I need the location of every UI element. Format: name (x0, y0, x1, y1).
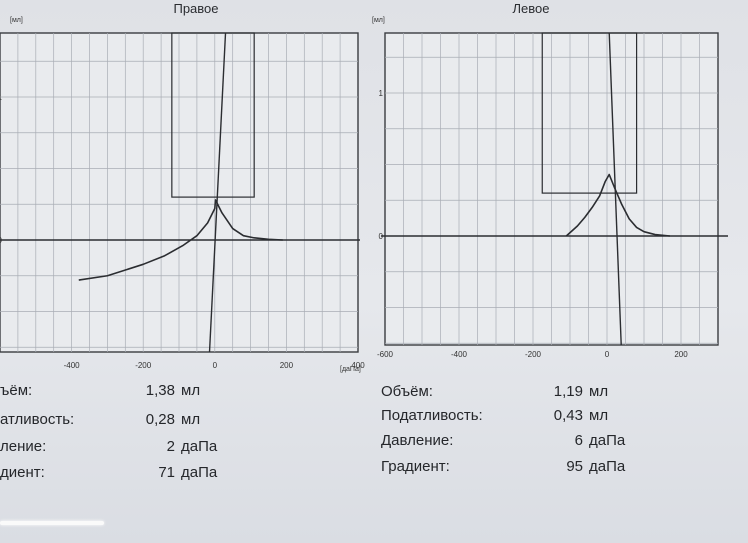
result-label: ъём: (0, 382, 33, 399)
result-label: диент: (0, 464, 45, 481)
tympanogram-curve (565, 173, 670, 237)
result-value: 1,38 (145, 382, 175, 399)
y-unit-label: [мл] (10, 17, 23, 24)
x-tick-label: 400 (351, 361, 365, 370)
light-glare-strip (0, 521, 104, 525)
x-tick-label: -400 (451, 350, 468, 359)
result-value: 95 (566, 458, 583, 475)
result-label: ление: (0, 438, 47, 455)
result-unit: даПа (181, 438, 218, 455)
y-tick-label: 0 (0, 236, 3, 245)
y-tick-label: 0 (379, 232, 384, 241)
result-value: 71 (158, 464, 175, 481)
result-label: атливость: (0, 411, 75, 428)
x-unit-label: [даПа] (340, 366, 361, 373)
x-tick-label: -400 (64, 361, 81, 370)
result-label: Объём: (381, 383, 433, 400)
x-tick-label: 0 (213, 361, 218, 370)
result-unit: мл (589, 407, 609, 424)
y-unit-label: [мл] (372, 17, 385, 24)
x-tick-label: 200 (674, 350, 688, 359)
peak-pressure-line (208, 32, 227, 353)
normal-range-box (541, 32, 638, 194)
result-value: 6 (574, 432, 583, 449)
result-unit: даПа (589, 432, 626, 449)
result-value: 2 (166, 438, 175, 455)
tympanogram-curve (78, 199, 283, 281)
x-tick-label: -600 (377, 350, 394, 359)
result-label: Податливость: (381, 407, 483, 424)
chart-title: Правое (173, 1, 218, 16)
result-unit: мл (589, 383, 609, 400)
result-unit: даПа (589, 458, 626, 475)
x-tick-label: 200 (280, 361, 294, 370)
right-ear-tympanogram: Правое [мл] [даПа] ✕ -400-200020040010 (0, 1, 365, 373)
x-tick-label: -200 (135, 361, 152, 370)
result-label: Давление: (381, 432, 454, 449)
result-unit: мл (181, 411, 201, 428)
result-value: 0,28 (145, 411, 175, 428)
y-tick-label: 1 (379, 89, 384, 98)
chart-title: Левое (513, 1, 550, 16)
normal-range-box (171, 32, 255, 198)
result-unit: даПа (181, 464, 218, 481)
result-value: 1,19 (553, 383, 583, 400)
y-tick-label: 1 (0, 93, 3, 102)
result-value: 0,43 (553, 407, 583, 424)
x-tick-label: 0 (605, 350, 610, 359)
result-unit: мл (181, 382, 201, 399)
result-label: Градиент: (381, 458, 450, 475)
x-tick-label: -200 (525, 350, 542, 359)
